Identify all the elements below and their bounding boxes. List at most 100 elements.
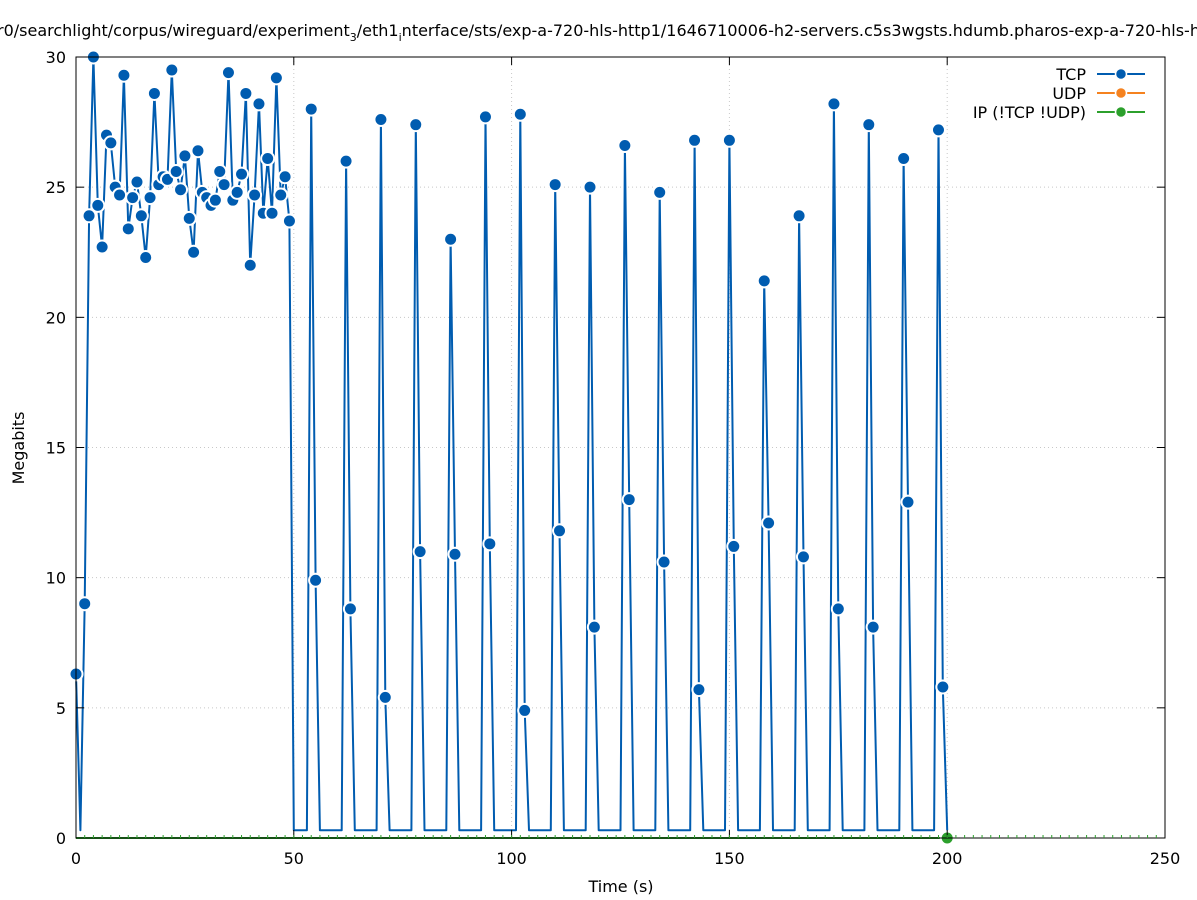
tcp-data-point	[220, 65, 236, 81]
tcp-data-point	[586, 619, 602, 635]
tcp-data-point	[181, 210, 197, 226]
x-axis-title: Time (s)	[587, 877, 653, 896]
tcp-data-point	[129, 174, 145, 190]
tcp-data-point	[935, 679, 951, 695]
tcp-data-point	[795, 549, 811, 565]
tcp-data-point	[761, 515, 777, 531]
tcp-data-point	[656, 554, 672, 570]
chart-title-part: r0/searchlight/corpus/wireguard/experime…	[0, 21, 350, 40]
tcp-data-point	[412, 544, 428, 560]
chart-title-subscript: i	[399, 31, 402, 44]
y-tick-label: 10	[46, 569, 66, 588]
tcp-data-point	[120, 221, 136, 237]
chart-title: r0/searchlight/corpus/wireguard/experime…	[0, 21, 1197, 44]
tcp-data-point	[260, 151, 276, 167]
tcp-data-point	[125, 190, 141, 206]
tcp-data-point	[517, 702, 533, 718]
tcp-data-point	[81, 208, 97, 224]
x-tick-label: 0	[71, 849, 81, 868]
tcp-data-point	[552, 523, 568, 539]
tcp-data-point	[865, 619, 881, 635]
tcp-data-point	[896, 151, 912, 167]
legend-label-tcp: TCP	[1055, 65, 1086, 84]
tcp-data-point	[791, 208, 807, 224]
legend-label-udp: UDP	[1052, 84, 1086, 103]
tcp-data-point	[173, 182, 189, 198]
tcp-data-point	[273, 187, 289, 203]
tcp-data-point	[90, 197, 106, 213]
tcp-data-point	[277, 169, 293, 185]
tcp-data-point	[216, 177, 232, 193]
y-tick-label: 20	[46, 308, 66, 327]
tcp-data-point	[617, 138, 633, 154]
tcp-data-point	[281, 213, 297, 229]
tcp-data-point	[900, 494, 916, 510]
tcp-data-point	[930, 122, 946, 138]
tcp-data-point	[142, 190, 158, 206]
y-axis: 0 5 10 15 20 25 30	[46, 48, 1165, 848]
tcp-data-point	[756, 273, 772, 289]
tcp-data-point	[373, 111, 389, 127]
tcp-data-point	[861, 117, 877, 133]
legend-label-ip: IP (!TCP !UDP)	[973, 103, 1086, 122]
tcp-data-point	[247, 187, 263, 203]
tcp-data-point	[308, 572, 324, 588]
tcp-data-point	[207, 192, 223, 208]
tcp-data-point	[408, 117, 424, 133]
x-axis: 0 50 100 150 200 250	[71, 57, 1180, 868]
tcp-data-point	[264, 205, 280, 221]
tcp-data-point	[482, 536, 498, 552]
tcp-data-point	[168, 164, 184, 180]
tcp-data-point	[103, 135, 119, 151]
tcp-data-point	[177, 148, 193, 164]
legend-marker-ip	[1114, 105, 1128, 119]
y-tick-label: 0	[56, 829, 66, 848]
tcp-data-point	[303, 101, 319, 117]
tcp-data-point	[377, 689, 393, 705]
tcp-data-point	[94, 239, 110, 255]
tcp-data-point	[691, 682, 707, 698]
tcp-data-point	[447, 546, 463, 562]
x-tick-label: 100	[496, 849, 527, 868]
tcp-data-point	[687, 132, 703, 148]
y-tick-label: 5	[56, 699, 66, 718]
tcp-data-point	[242, 257, 258, 273]
tcp-data-point	[826, 96, 842, 112]
x-tick-label: 50	[284, 849, 304, 868]
tcp-data-point	[652, 184, 668, 200]
chart-title-subscript: 3	[350, 31, 357, 44]
tcp-data-point	[133, 208, 149, 224]
tcp-data-point	[186, 244, 202, 260]
legend-marker-udp	[1114, 86, 1128, 100]
chart-title-part: nterface/sts/exp-a-720-hls-http1/1646710…	[402, 21, 1197, 40]
tcp-series-line	[75, 56, 949, 832]
x-tick-label: 250	[1150, 849, 1181, 868]
tcp-data-point	[621, 492, 637, 508]
tcp-data-point	[342, 601, 358, 617]
tcp-data-point	[338, 153, 354, 169]
tcp-data-point	[512, 106, 528, 122]
chart-title-part: /eth1	[357, 21, 399, 40]
y-tick-label: 25	[46, 178, 66, 197]
tcp-data-point	[146, 85, 162, 101]
tcp-data-point	[251, 96, 267, 112]
tcp-data-point	[582, 179, 598, 195]
tcp-data-point	[477, 109, 493, 125]
tcp-data-point	[238, 85, 254, 101]
tcp-data-point	[268, 70, 284, 86]
tcp-data-point	[830, 601, 846, 617]
tcp-data-point	[112, 187, 128, 203]
y-axis-title: Megabits	[9, 412, 28, 485]
tcp-data-point	[77, 596, 93, 612]
tcp-data-point	[138, 249, 154, 265]
tcp-data-point	[547, 177, 563, 193]
y-tick-label: 30	[46, 48, 66, 67]
y-tick-label: 15	[46, 439, 66, 458]
tcp-data-point	[726, 538, 742, 554]
tcp-data-point	[234, 166, 250, 182]
tcp-data-point	[116, 67, 132, 83]
tcp-data-point	[164, 62, 180, 78]
tcp-data-point	[229, 184, 245, 200]
